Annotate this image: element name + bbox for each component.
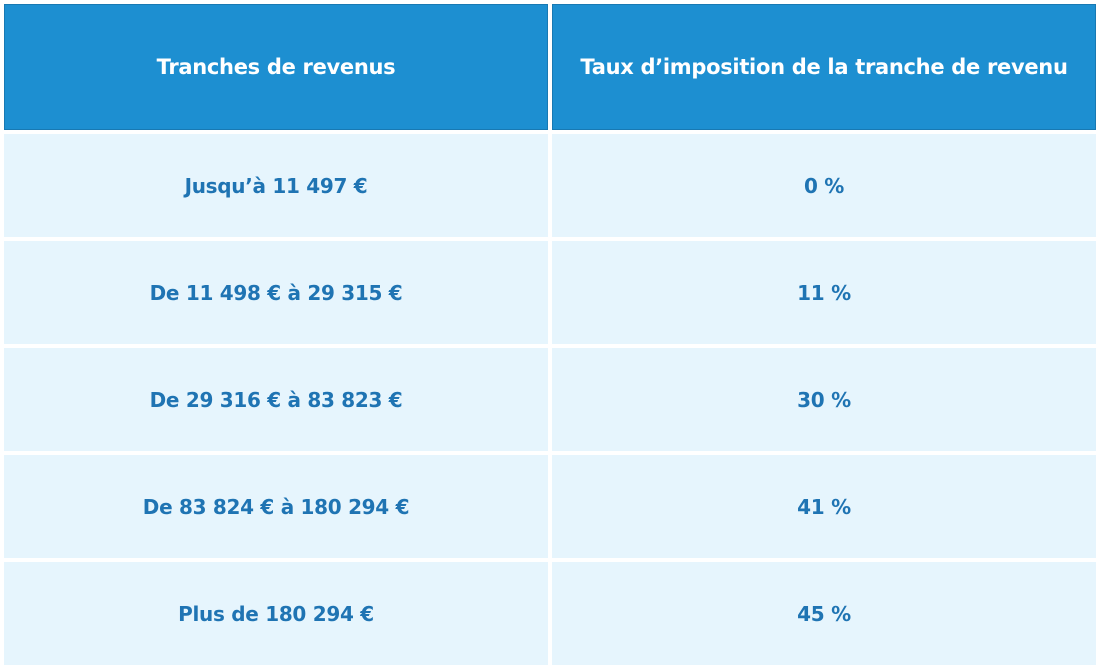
rate-cell: 45 % xyxy=(552,562,1096,665)
header-income-brackets: Tranches de revenus xyxy=(4,4,548,130)
bracket-cell: Jusqu’à 11 497 € xyxy=(4,134,548,237)
rate-cell: 30 % xyxy=(552,348,1096,451)
bracket-cell: De 11 498 € à 29 315 € xyxy=(4,241,548,344)
tax-bracket-table: Tranches de revenus Taux d’imposition de… xyxy=(4,4,1096,665)
rate-cell: 41 % xyxy=(552,455,1096,558)
rate-cell: 11 % xyxy=(552,241,1096,344)
header-tax-rate: Taux d’imposition de la tranche de reven… xyxy=(552,4,1096,130)
bracket-cell: Plus de 180 294 € xyxy=(4,562,548,665)
bracket-cell: De 83 824 € à 180 294 € xyxy=(4,455,548,558)
bracket-cell: De 29 316 € à 83 823 € xyxy=(4,348,548,451)
rate-cell: 0 % xyxy=(552,134,1096,237)
